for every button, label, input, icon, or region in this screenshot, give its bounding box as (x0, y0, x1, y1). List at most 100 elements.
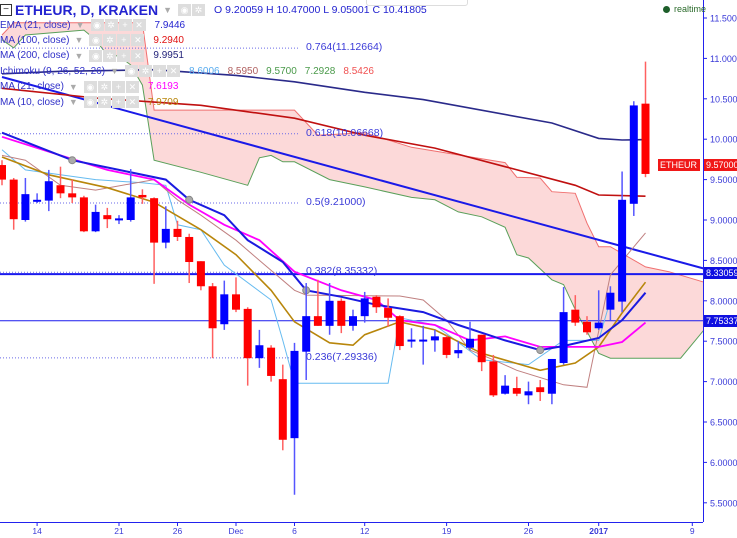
price-tick-label: 8.50000 (710, 256, 737, 266)
fib-level-label: 0.618(10.06668) (306, 126, 384, 139)
close-icon[interactable]: ✕ (125, 80, 139, 93)
eye-icon[interactable]: ◉ (124, 65, 138, 78)
price-tick-label: 6.00000 (710, 458, 737, 468)
legend-row[interactable]: MA (200, close) ▼ ◉ ✲ + ✕ 9.9951 (0, 49, 184, 63)
candle-body (290, 350, 299, 439)
candle-body (618, 199, 627, 302)
candle-body (302, 316, 311, 352)
candle (454, 341, 463, 359)
plus-icon[interactable]: + (111, 96, 125, 108)
gear-icon[interactable]: ✲ (103, 49, 117, 62)
candle-body (21, 194, 30, 220)
chevron-down-icon[interactable]: ▼ (75, 20, 85, 30)
chevron-down-icon[interactable]: ▼ (110, 66, 119, 77)
plus-icon[interactable]: + (118, 19, 132, 31)
time-tick-label: 26 (173, 526, 183, 536)
price-tick-label: 11.00000 (710, 54, 737, 64)
plus-icon[interactable]: + (117, 34, 131, 47)
candle-body (360, 298, 369, 317)
legend-row[interactable]: MA (21, close) ▼ ◉ ✲ + ✕ 7.6193 (0, 80, 178, 94)
candle (103, 207, 112, 229)
candle-body (407, 339, 416, 342)
chevron-down-icon[interactable]: ▼ (163, 5, 173, 15)
candle (594, 290, 603, 330)
indicator-label: MA (21, close) (0, 81, 64, 93)
candle (56, 166, 65, 199)
gear-icon[interactable]: ✲ (97, 96, 111, 108)
indicator-value: 8.6006 (188, 65, 220, 77)
plus-icon[interactable]: + (152, 65, 166, 78)
eye-icon[interactable]: ◉ (83, 96, 97, 108)
chevron-down-icon[interactable]: ▼ (68, 81, 78, 92)
eye-icon[interactable]: ◉ (89, 34, 103, 47)
price-tick-label: 9.50000 (710, 175, 737, 185)
chevron-down-icon[interactable]: ▼ (74, 50, 84, 61)
candle (255, 329, 264, 368)
candle (126, 169, 135, 222)
plus-icon[interactable]: + (111, 80, 125, 93)
candle-body (126, 197, 135, 220)
close-icon[interactable]: ✕ (166, 65, 180, 78)
indicator-line (1, 87, 646, 197)
close-icon[interactable]: ✕ (125, 96, 139, 108)
indicator-value: 7.2928 (304, 65, 336, 77)
gear-icon[interactable]: ✲ (97, 80, 111, 93)
time-tick-label: 26 (524, 526, 534, 536)
gear-icon[interactable]: ✲ (104, 19, 118, 31)
chevron-down-icon[interactable]: ▼ (68, 97, 78, 107)
ohlc-readout: O 9.20059 H 10.47000 L 9.05001 C 10.4180… (214, 4, 427, 16)
close-icon[interactable]: ✕ (132, 19, 146, 31)
legend-row[interactable]: EMA (21, close) ▼ ◉ ✲ + ✕ 7.9446 (0, 18, 185, 32)
gear-icon[interactable]: ✲ (192, 4, 206, 16)
indicator-value: 7.9446 (154, 19, 186, 31)
gear-icon[interactable]: ✲ (103, 34, 117, 47)
legend-row[interactable]: MA (100, close) ▼ ◉ ✲ + ✕ 9.2940 (0, 33, 184, 47)
cloud-span-a (1, 22, 703, 283)
candle-body (68, 193, 77, 198)
plus-icon[interactable]: + (117, 49, 131, 62)
symbol-header: − ETHEUR, D, KRAKEN ▼ ◉ ✲ O 9.20059 H 10… (0, 2, 427, 18)
candle (337, 298, 346, 334)
candle-body (44, 181, 53, 201)
candle-body (606, 292, 615, 310)
candle-body (56, 185, 65, 194)
candle (185, 233, 194, 284)
candle (302, 283, 311, 380)
candle (384, 298, 393, 327)
candle-body (442, 337, 451, 355)
collapse-button[interactable]: − (0, 4, 12, 16)
candle-body (91, 211, 100, 232)
candle (571, 295, 580, 326)
eye-icon[interactable]: ◉ (83, 80, 97, 93)
eye-icon[interactable]: ◉ (89, 49, 103, 62)
candle-body (313, 316, 322, 326)
eye-icon[interactable]: ◉ (178, 4, 192, 16)
time-tick-label: 12 (360, 526, 370, 536)
candle-body (33, 199, 42, 202)
indicator-line (1, 135, 647, 348)
price-tick-label: 11.50000 (710, 14, 737, 24)
candle (325, 283, 334, 335)
candle (360, 291, 369, 323)
candle (524, 381, 533, 405)
candle-body (267, 347, 276, 376)
indicator-label: MA (100, close) (0, 34, 70, 46)
legend-row[interactable]: Ichimoku (9, 26, 52, 26) ▼ ◉ ✲ + ✕ 8.6006 8.595… (0, 64, 374, 78)
close-icon[interactable]: ✕ (131, 34, 145, 47)
candle-body (150, 198, 159, 243)
indicator-line (1, 68, 646, 141)
price-tick-label: 5.50000 (710, 498, 737, 508)
close-icon[interactable]: ✕ (131, 49, 145, 62)
legend-row[interactable]: MA (10, close) ▼ ◉ ✲ + ✕ 7.9709 (0, 95, 178, 109)
candle (407, 328, 416, 348)
gear-icon[interactable]: ✲ (138, 65, 152, 78)
eye-icon[interactable]: ◉ (90, 19, 104, 31)
indicator-value: 8.5426 (343, 65, 374, 77)
candle (618, 171, 627, 313)
chevron-down-icon[interactable]: ▼ (74, 35, 84, 46)
candle-body (583, 321, 591, 333)
candle (547, 358, 556, 405)
candle (208, 283, 217, 359)
